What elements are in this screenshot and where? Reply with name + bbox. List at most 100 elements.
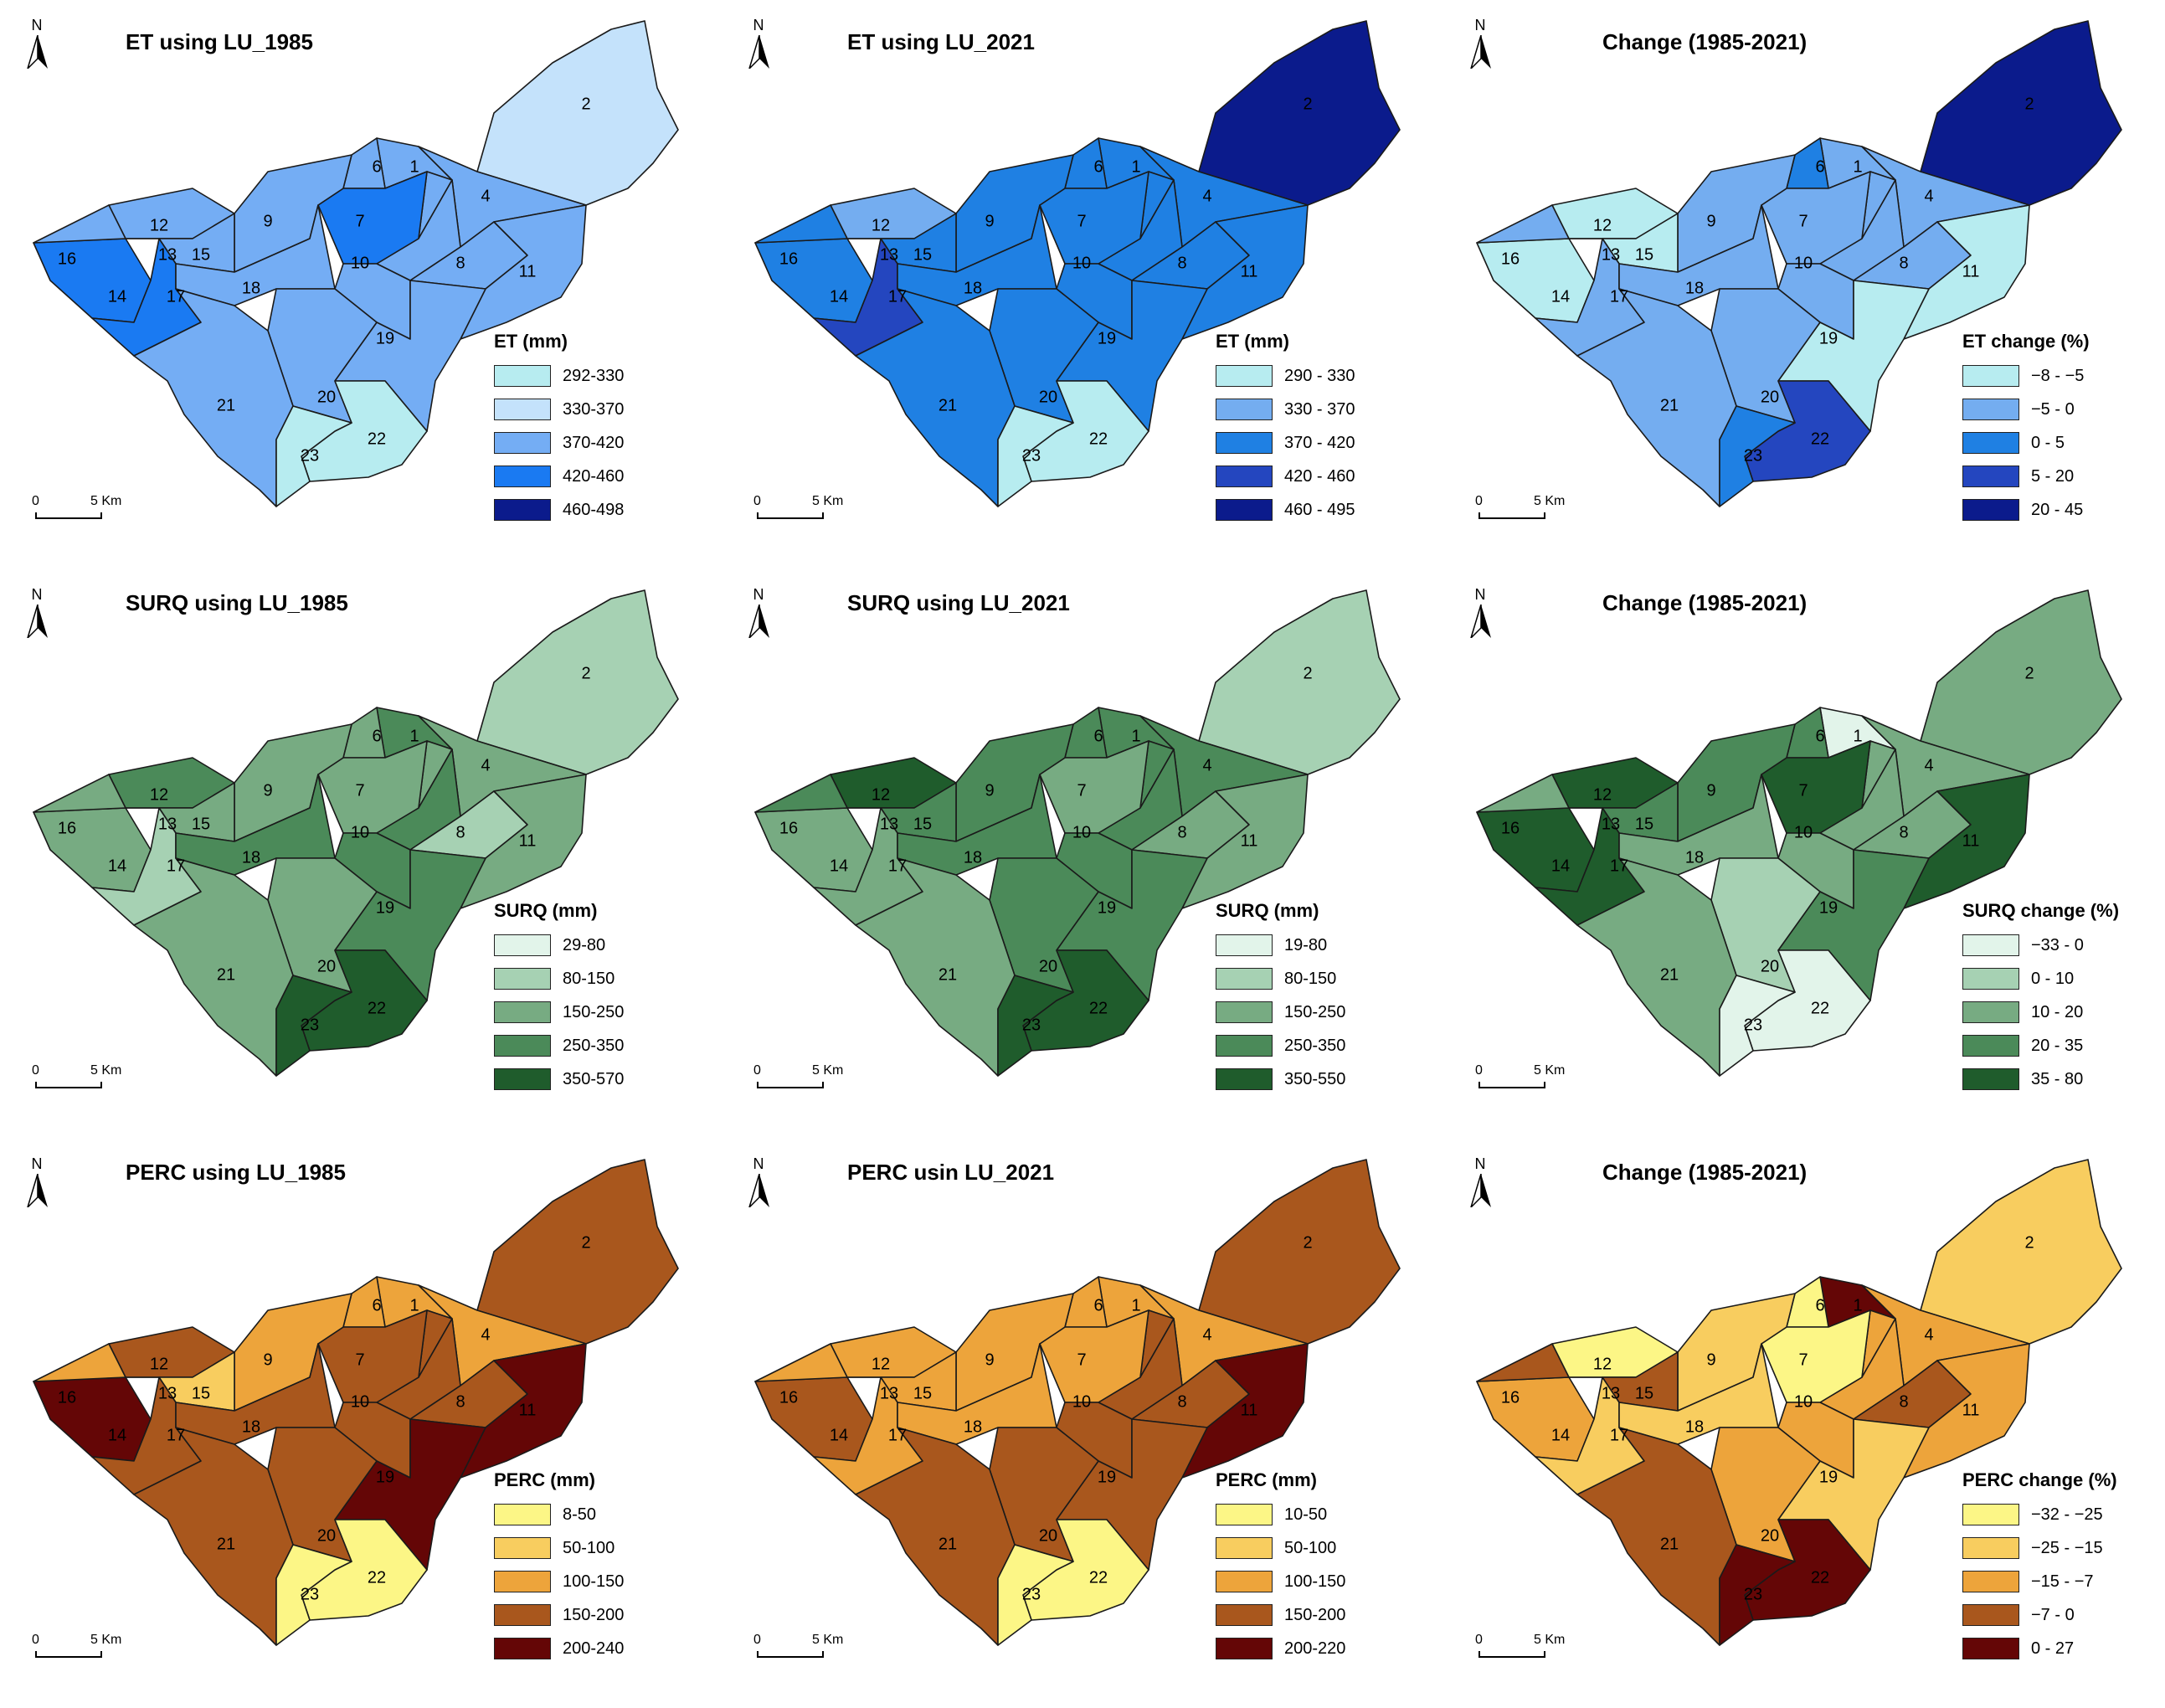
scale-line: [35, 1082, 102, 1088]
subbasin-7: [317, 1309, 428, 1403]
subbasin-label-16: 16: [779, 1388, 798, 1407]
subbasin-7: [1039, 171, 1149, 265]
subbasin-label-2: 2: [581, 664, 590, 682]
subbasin-label-13: 13: [1602, 245, 1620, 264]
legend-label: 80-150: [1284, 969, 1337, 988]
subbasin-label-14: 14: [1551, 1426, 1570, 1444]
north-label: N: [31, 17, 43, 33]
subbasin-7: [1039, 1309, 1149, 1403]
legend-swatch: [1216, 1001, 1273, 1023]
panel-title: SURQ using LU_2021: [847, 590, 1070, 615]
subbasin-label-6: 6: [1815, 157, 1824, 176]
subbasin-21: [1576, 1427, 1737, 1646]
scale-line: [757, 1651, 824, 1658]
subbasin-label-7: 7: [1077, 212, 1086, 230]
scale-start-label: 0: [1475, 1063, 1483, 1078]
subbasin-label-2: 2: [581, 1233, 590, 1252]
map-legend: ET (mm) 292-330 330-370 370-420 420-460 460-4…: [494, 331, 624, 527]
subbasin-label-21: 21: [217, 1535, 235, 1553]
legend-item: 50-100: [1216, 1531, 1345, 1565]
subbasin-label-16: 16: [58, 819, 76, 837]
subbasin-23: [997, 1544, 1074, 1646]
subbasin-label-13: 13: [158, 245, 177, 264]
subbasin-label-16: 16: [58, 1388, 76, 1407]
legend-swatch: [1962, 432, 2019, 454]
legend-item: −7 - 0: [1962, 1598, 2117, 1632]
scale-bar: 0 5 Km: [32, 1633, 127, 1666]
subbasin-label-10: 10: [1794, 254, 1813, 272]
legend-item: 100-150: [1216, 1565, 1345, 1598]
subbasin-2: [1920, 20, 2122, 206]
subbasin-label-19: 19: [1098, 329, 1116, 347]
legend-swatch: [494, 1068, 551, 1090]
legend-label: 0 - 27: [2031, 1639, 2075, 1658]
subbasin-label-7: 7: [355, 212, 364, 230]
legend-item: 250-350: [494, 1029, 624, 1062]
panel-title: SURQ using LU_1985: [126, 590, 348, 615]
legend-item: 150-200: [1216, 1598, 1345, 1632]
legend-swatch: [1962, 399, 2019, 420]
subbasin-label-7: 7: [1798, 781, 1808, 800]
legend-label: 460 - 495: [1284, 500, 1355, 519]
subbasin-label-13: 13: [1602, 1384, 1620, 1402]
legend-title: SURQ (mm): [1216, 900, 1319, 921]
subbasin-label-20: 20: [1039, 1526, 1057, 1545]
north-arrow-icon: N: [742, 1155, 775, 1207]
subbasin-label-18: 18: [242, 1417, 260, 1436]
subbasin-14: [754, 238, 873, 323]
subbasin-label-18: 18: [964, 1417, 982, 1436]
subbasin-label-2: 2: [2024, 1233, 2034, 1252]
scale-end-label: 5 Km: [812, 494, 844, 508]
legend-item: 20 - 45: [1962, 493, 2090, 527]
subbasin-label-16: 16: [58, 250, 76, 268]
subbasin-label-21: 21: [939, 965, 957, 984]
subbasin-label-8: 8: [455, 254, 465, 272]
scale-line: [35, 512, 102, 519]
north-label: N: [1474, 17, 1486, 33]
legend-item: −8 - −5: [1962, 359, 2090, 393]
legend-item: 80-150: [494, 962, 624, 995]
subbasin-label-9: 9: [985, 212, 994, 230]
subbasin-label-21: 21: [939, 1535, 957, 1553]
subbasin-7: [1761, 740, 1871, 834]
subbasin-label-19: 19: [1819, 329, 1838, 347]
subbasin-label-11: 11: [1962, 1401, 1980, 1419]
subbasin-label-14: 14: [1551, 287, 1570, 306]
subbasin-label-23: 23: [301, 1016, 319, 1034]
subbasin-label-19: 19: [1819, 1468, 1838, 1486]
map-legend: PERC change (%) −32 - −25 −25 - −15 −15 - −…: [1962, 1469, 2117, 1665]
subbasin-21: [855, 1427, 1016, 1646]
legend-label: 350-570: [563, 1069, 625, 1088]
legend-item: 8-50: [494, 1498, 624, 1531]
north-label: N: [1474, 586, 1486, 603]
panel-title: ET using LU_2021: [847, 29, 1035, 54]
subbasin-label-1: 1: [1853, 157, 1862, 176]
subbasin-label-1: 1: [1131, 1296, 1140, 1314]
subbasin-label-11: 11: [519, 262, 537, 280]
legend-label: 150-200: [1284, 1605, 1346, 1624]
subbasin-label-20: 20: [1039, 957, 1057, 975]
north-arrow-icon: N: [20, 17, 54, 69]
scale-line: [1478, 512, 1545, 519]
legend-item: 420 - 460: [1216, 460, 1355, 493]
subbasin-label-23: 23: [1022, 1585, 1041, 1603]
subbasin-21: [133, 857, 294, 1077]
legend-item: 50-100: [494, 1531, 624, 1565]
subbasin-label-20: 20: [1039, 388, 1057, 406]
legend-label: 290 - 330: [1284, 366, 1355, 385]
legend-swatch: [1962, 1504, 2019, 1525]
subbasin-label-14: 14: [830, 287, 848, 306]
legend-swatch: [1962, 1001, 2019, 1023]
subbasin-label-6: 6: [1815, 1296, 1824, 1314]
subbasin-label-17: 17: [167, 287, 185, 306]
scale-bar: 0 5 Km: [753, 1633, 849, 1666]
subbasin-label-1: 1: [1853, 1296, 1862, 1314]
subbasin-label-2: 2: [1303, 95, 1312, 113]
legend-label: 420 - 460: [1284, 466, 1355, 486]
north-label: N: [753, 17, 764, 33]
subbasin-label-12: 12: [150, 785, 168, 804]
north-arrow-icon: N: [1463, 1155, 1497, 1207]
subbasin-16: [33, 204, 126, 244]
legend-label: 10-50: [1284, 1505, 1328, 1524]
